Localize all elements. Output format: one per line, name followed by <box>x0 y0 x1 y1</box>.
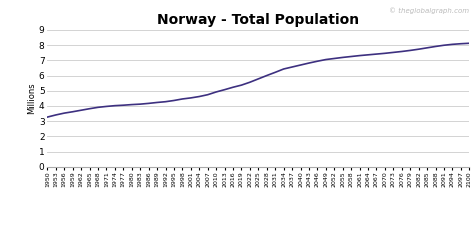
Text: © theglobalgraph.com: © theglobalgraph.com <box>389 7 469 14</box>
Title: Norway - Total Population: Norway - Total Population <box>157 13 359 27</box>
Y-axis label: Millions: Millions <box>27 82 36 114</box>
